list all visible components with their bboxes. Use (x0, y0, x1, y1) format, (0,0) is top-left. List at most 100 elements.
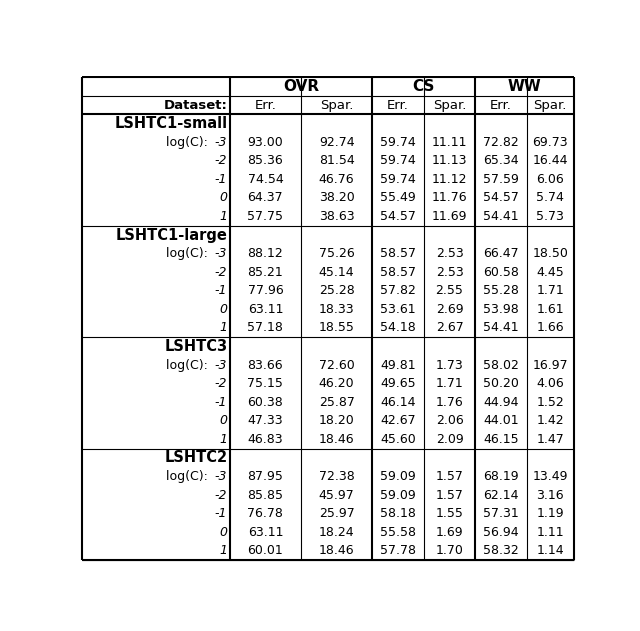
Text: 58.57: 58.57 (380, 247, 416, 260)
Text: 64.37: 64.37 (248, 191, 284, 204)
Text: 93.00: 93.00 (248, 136, 284, 149)
Text: 1: 1 (220, 210, 227, 223)
Text: 1.57: 1.57 (436, 488, 463, 502)
Text: 4.45: 4.45 (536, 266, 564, 279)
Text: 0: 0 (220, 526, 227, 539)
Text: 1.57: 1.57 (436, 470, 463, 483)
Text: 1.47: 1.47 (536, 433, 564, 446)
Text: 92.74: 92.74 (319, 136, 355, 149)
Text: LSHTC1-large: LSHTC1-large (115, 228, 227, 242)
Text: 18.20: 18.20 (319, 415, 355, 427)
Text: 57.59: 57.59 (483, 173, 519, 186)
Text: Spar.: Spar. (433, 98, 466, 112)
Text: 0: 0 (220, 415, 227, 427)
Text: 25.28: 25.28 (319, 285, 355, 297)
Text: LSHTC1-small: LSHTC1-small (114, 116, 227, 131)
Text: 59.74: 59.74 (380, 136, 416, 149)
Text: 42.67: 42.67 (380, 415, 416, 427)
Text: 58.32: 58.32 (483, 545, 519, 557)
Text: 49.81: 49.81 (380, 358, 416, 372)
Text: 1: 1 (220, 545, 227, 557)
Text: 1.19: 1.19 (536, 507, 564, 520)
Text: 46.76: 46.76 (319, 173, 355, 186)
Text: -1: -1 (215, 173, 227, 186)
Text: 11.11: 11.11 (432, 136, 467, 149)
Text: 59.74: 59.74 (380, 154, 416, 167)
Text: 68.19: 68.19 (483, 470, 519, 483)
Text: log(C):: log(C): (166, 136, 211, 149)
Text: 11.76: 11.76 (432, 191, 467, 204)
Text: 85.36: 85.36 (248, 154, 284, 167)
Text: 47.33: 47.33 (248, 415, 284, 427)
Text: 85.21: 85.21 (248, 266, 284, 279)
Text: Dataset:: Dataset: (163, 98, 227, 112)
Text: 2.67: 2.67 (436, 321, 463, 334)
Text: 57.18: 57.18 (248, 321, 284, 334)
Text: 1: 1 (220, 321, 227, 334)
Text: 46.83: 46.83 (248, 433, 284, 446)
Text: 60.01: 60.01 (248, 545, 284, 557)
Text: 50.20: 50.20 (483, 377, 519, 390)
Text: 62.14: 62.14 (483, 488, 519, 502)
Text: 45.60: 45.60 (380, 433, 416, 446)
Text: 46.14: 46.14 (380, 396, 416, 409)
Text: 58.57: 58.57 (380, 266, 416, 279)
Text: 55.28: 55.28 (483, 285, 519, 297)
Text: 0: 0 (220, 303, 227, 316)
Text: 38.63: 38.63 (319, 210, 355, 223)
Text: 57.78: 57.78 (380, 545, 416, 557)
Text: 1.11: 1.11 (536, 526, 564, 539)
Text: 1.69: 1.69 (436, 526, 463, 539)
Text: -1: -1 (215, 285, 227, 297)
Text: 11.13: 11.13 (432, 154, 467, 167)
Text: 75.15: 75.15 (248, 377, 284, 390)
Text: 54.41: 54.41 (483, 321, 519, 334)
Text: -2: -2 (215, 488, 227, 502)
Text: 57.82: 57.82 (380, 285, 416, 297)
Text: 2.06: 2.06 (436, 415, 463, 427)
Text: 1.52: 1.52 (536, 396, 564, 409)
Text: -2: -2 (215, 377, 227, 390)
Text: 46.20: 46.20 (319, 377, 355, 390)
Text: log(C):: log(C): (166, 358, 211, 372)
Text: 58.02: 58.02 (483, 358, 519, 372)
Text: 76.78: 76.78 (248, 507, 284, 520)
Text: LSHTC2: LSHTC2 (164, 451, 227, 466)
Text: 2.69: 2.69 (436, 303, 463, 316)
Text: CS: CS (413, 79, 435, 94)
Text: 72.60: 72.60 (319, 358, 355, 372)
Text: 11.12: 11.12 (432, 173, 467, 186)
Text: 2.55: 2.55 (436, 285, 463, 297)
Text: 77.96: 77.96 (248, 285, 284, 297)
Text: 1.66: 1.66 (536, 321, 564, 334)
Text: -1: -1 (215, 507, 227, 520)
Text: 18.33: 18.33 (319, 303, 355, 316)
Text: log(C):: log(C): (166, 247, 211, 260)
Text: 69.73: 69.73 (532, 136, 568, 149)
Text: 55.49: 55.49 (380, 191, 416, 204)
Text: 18.24: 18.24 (319, 526, 355, 539)
Text: -3: -3 (215, 470, 227, 483)
Text: LSHTC3: LSHTC3 (164, 339, 227, 354)
Text: -3: -3 (215, 358, 227, 372)
Text: OVR: OVR (283, 79, 319, 94)
Text: -2: -2 (215, 154, 227, 167)
Text: 1.42: 1.42 (536, 415, 564, 427)
Text: 1.55: 1.55 (436, 507, 463, 520)
Text: 3.16: 3.16 (536, 488, 564, 502)
Text: -3: -3 (215, 136, 227, 149)
Text: 45.14: 45.14 (319, 266, 355, 279)
Text: -2: -2 (215, 266, 227, 279)
Text: log(C):: log(C): (166, 470, 211, 483)
Text: 0: 0 (220, 191, 227, 204)
Text: 1.76: 1.76 (436, 396, 463, 409)
Text: 53.98: 53.98 (483, 303, 519, 316)
Text: -1: -1 (215, 396, 227, 409)
Text: 53.61: 53.61 (380, 303, 416, 316)
Text: 1.70: 1.70 (436, 545, 463, 557)
Text: 54.57: 54.57 (380, 210, 416, 223)
Text: 54.18: 54.18 (380, 321, 416, 334)
Text: 59.09: 59.09 (380, 470, 416, 483)
Text: Err.: Err. (255, 98, 276, 112)
Text: Err.: Err. (490, 98, 512, 112)
